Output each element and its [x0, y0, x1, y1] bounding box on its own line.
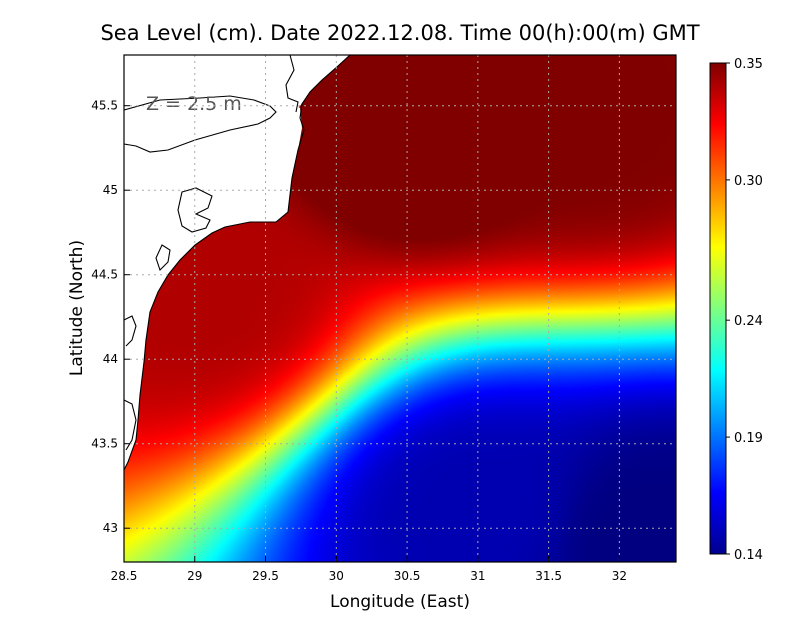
- y-tick-label: 44: [103, 352, 118, 366]
- colorbar-tick-label: 0.35: [734, 57, 763, 72]
- y-tick-label: 45.5: [91, 99, 118, 113]
- depth-annotation: Z = 2.5 m: [146, 93, 242, 115]
- y-tick-label: 44.5: [91, 268, 118, 282]
- x-tick-label: 31: [470, 569, 485, 583]
- chart-title: Sea Level (cm). Date 2022.12.08. Time 00…: [100, 21, 699, 45]
- colorbar: [709, 62, 727, 555]
- colorbar-tick-label: 0.19: [734, 431, 763, 446]
- y-axis-ticks: 43 43.5 44 44.5 45 45.5: [91, 99, 130, 535]
- plot-frame: [123, 54, 677, 563]
- colorbar-ticks: 0.35 0.30 0.24 0.19 0.14: [726, 57, 763, 563]
- x-tick-label: 31.5: [535, 569, 562, 583]
- colorbar-tick-label: 0.14: [734, 548, 763, 563]
- x-axis-ticks: 28.5 29 29.5 30 30.5 31 31.5 32: [111, 556, 627, 583]
- x-tick-label: 29: [187, 569, 202, 583]
- colorbar-tick-label: 0.24: [734, 314, 763, 329]
- x-tick-label: 28.5: [111, 569, 138, 583]
- x-axis-label: Longitude (East): [330, 592, 470, 612]
- x-tick-label: 30: [329, 569, 344, 583]
- grid-lines: [124, 55, 676, 562]
- y-tick-label: 43: [103, 521, 118, 535]
- x-tick-label: 30.5: [394, 569, 421, 583]
- x-tick-label: 29.5: [252, 569, 279, 583]
- coastline: [124, 55, 351, 471]
- colorbar-tick-label: 0.30: [734, 174, 763, 189]
- y-tick-label: 43.5: [91, 437, 118, 451]
- x-tick-label: 32: [612, 569, 627, 583]
- y-axis-label: Latitude (North): [67, 240, 87, 376]
- y-tick-label: 45: [103, 183, 118, 197]
